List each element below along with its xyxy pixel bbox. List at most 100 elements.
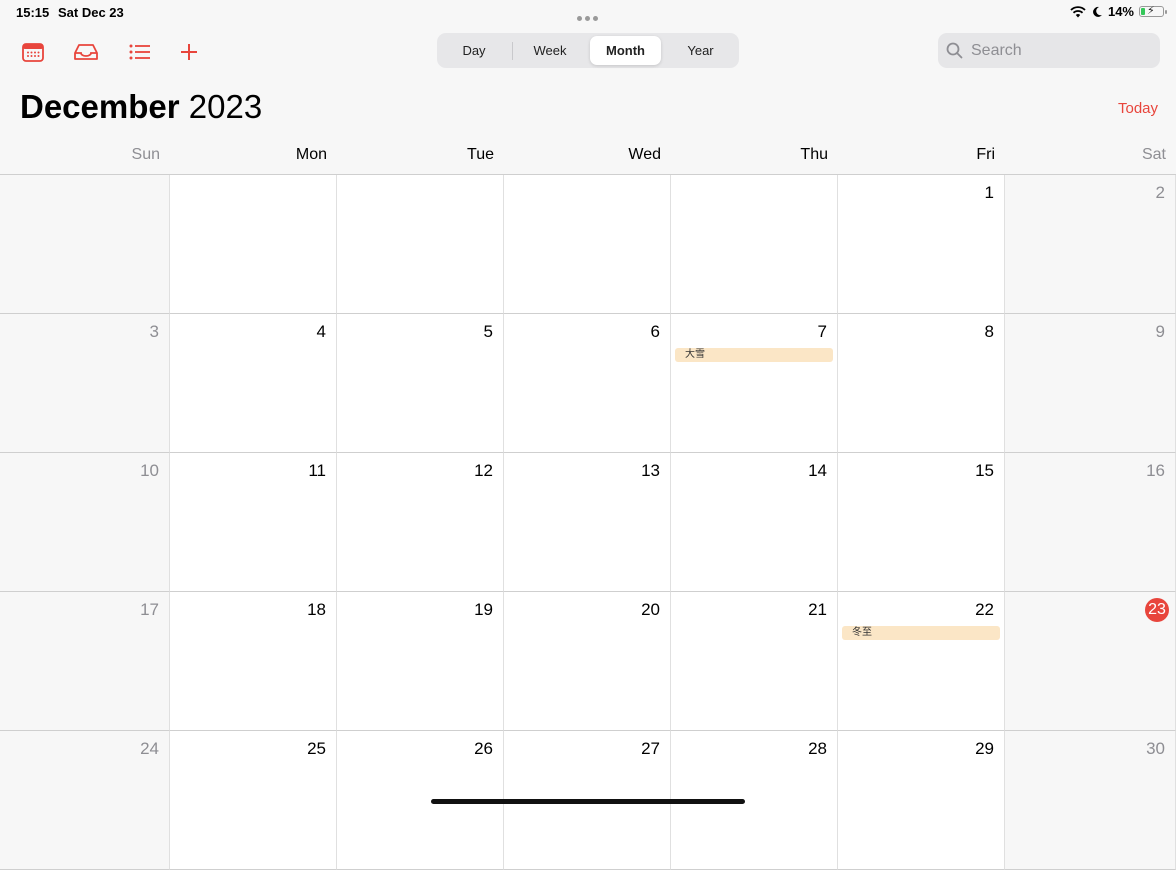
- month-name: December: [20, 88, 180, 125]
- weekday-label: Sun: [131, 146, 160, 163]
- day-cell[interactable]: 16: [1005, 453, 1176, 592]
- day-cell[interactable]: 29: [838, 731, 1005, 870]
- battery-icon: ⚡: [1139, 5, 1167, 17]
- date-number: 20: [641, 600, 660, 619]
- date-number: 24: [140, 739, 159, 758]
- date-number: 6: [650, 322, 660, 341]
- view-year-button[interactable]: Year: [687, 43, 714, 58]
- date-number: 26: [474, 739, 493, 758]
- search-box[interactable]: [938, 33, 1160, 68]
- date-number: 11: [308, 461, 326, 480]
- wifi-icon: [1070, 5, 1086, 17]
- year-name: 2023: [188, 88, 263, 125]
- add-event-button[interactable]: [176, 40, 202, 64]
- day-cell[interactable]: 5: [337, 314, 504, 453]
- day-cell[interactable]: 9: [1005, 314, 1176, 453]
- day-cell[interactable]: 11: [170, 453, 337, 592]
- date-number: 25: [307, 739, 326, 758]
- day-cell[interactable]: [170, 175, 337, 314]
- day-cell[interactable]: 25: [170, 731, 337, 870]
- day-cell[interactable]: 6: [504, 314, 671, 453]
- moon-icon: [1093, 6, 1102, 17]
- day-cell[interactable]: 21: [671, 592, 838, 731]
- weekday-label: Tue: [467, 146, 494, 163]
- date-number: 2: [1155, 183, 1165, 202]
- day-cell[interactable]: 19: [337, 592, 504, 731]
- date-number: 4: [316, 322, 326, 341]
- date-number: 7: [817, 322, 827, 341]
- status-right: 14% ⚡: [1070, 4, 1167, 19]
- day-cell[interactable]: 4: [170, 314, 337, 453]
- day-cell[interactable]: 20: [504, 592, 671, 731]
- date-number: 28: [808, 739, 827, 758]
- month-grid: 1 2 3 4 5 6 7 大雪 8 9 10 11 12 13 14 15 16 17 18 19 20 21 22 冬至 2…: [0, 174, 1176, 870]
- day-cell[interactable]: 17: [0, 592, 170, 731]
- date-number: 18: [307, 600, 326, 619]
- multitasking-dots-icon[interactable]: [577, 9, 601, 21]
- day-cell[interactable]: [337, 175, 504, 314]
- search-icon: [946, 42, 963, 59]
- day-cell[interactable]: 8: [838, 314, 1005, 453]
- status-bar: 15:15 Sat Dec 23 14% ⚡: [0, 0, 1176, 24]
- inbox-icon: [74, 44, 98, 60]
- date-number: 22: [975, 600, 994, 619]
- day-cell[interactable]: [671, 175, 838, 314]
- day-cell[interactable]: [0, 175, 170, 314]
- date-number: 3: [149, 322, 159, 341]
- weekday-label: Mon: [295, 146, 327, 163]
- weekday-label: Wed: [628, 146, 661, 163]
- day-cell[interactable]: 7 大雪: [671, 314, 838, 453]
- date-number: 27: [641, 739, 660, 758]
- day-cell[interactable]: [504, 175, 671, 314]
- plus-icon: [181, 44, 197, 60]
- day-cell[interactable]: 10: [0, 453, 170, 592]
- view-switcher: Day Week Month Year: [437, 33, 739, 68]
- weekday-label: Sat: [1141, 146, 1166, 163]
- weekday-label: Thu: [800, 146, 828, 163]
- date-number: 5: [483, 322, 493, 341]
- view-week-button[interactable]: Week: [533, 43, 567, 58]
- battery-percent: 14%: [1107, 4, 1134, 19]
- date-number: 10: [140, 461, 159, 480]
- date-number: 13: [641, 461, 660, 480]
- date-number: 30: [1146, 739, 1165, 758]
- calendar-icon: [22, 43, 44, 62]
- day-cell[interactable]: 22 冬至: [838, 592, 1005, 731]
- date-number: 14: [808, 461, 827, 480]
- day-cell[interactable]: 12: [337, 453, 504, 592]
- day-cell[interactable]: 13: [504, 453, 671, 592]
- list-icon: [129, 44, 150, 60]
- date-number: 15: [975, 461, 994, 480]
- view-month-button[interactable]: Month: [590, 36, 661, 65]
- day-cell[interactable]: 23: [1005, 592, 1176, 731]
- day-cell[interactable]: 3: [0, 314, 170, 453]
- inbox-button[interactable]: [73, 40, 99, 64]
- view-day-button[interactable]: Day: [462, 43, 486, 58]
- day-cell[interactable]: 15: [838, 453, 1005, 592]
- calendars-button[interactable]: [20, 40, 46, 64]
- today-date-number: 23: [1145, 598, 1169, 622]
- date-number: 1: [984, 183, 994, 202]
- date-number: 21: [808, 600, 827, 619]
- day-cell[interactable]: 2: [1005, 175, 1176, 314]
- day-cell[interactable]: 18: [170, 592, 337, 731]
- event-chip[interactable]: 冬至: [842, 626, 1000, 640]
- day-cell[interactable]: 30: [1005, 731, 1176, 870]
- list-button[interactable]: [127, 40, 153, 64]
- date-number: 17: [140, 600, 159, 619]
- date-number: 8: [984, 322, 994, 341]
- event-chip[interactable]: 大雪: [675, 348, 833, 362]
- page-title: December 2023: [20, 88, 262, 126]
- day-cell[interactable]: 1: [838, 175, 1005, 314]
- home-indicator[interactable]: [431, 799, 745, 804]
- date-number: 16: [1146, 461, 1165, 480]
- today-button[interactable]: Today: [1118, 100, 1159, 117]
- day-cell[interactable]: 24: [0, 731, 170, 870]
- status-time: 15:15: [16, 5, 50, 20]
- status-date: Sat Dec 23: [58, 5, 124, 20]
- date-number: 9: [1155, 322, 1165, 341]
- weekday-label: Fri: [976, 146, 995, 163]
- day-cell[interactable]: 14: [671, 453, 838, 592]
- date-number: 29: [975, 739, 994, 758]
- search-input[interactable]: [969, 40, 1153, 61]
